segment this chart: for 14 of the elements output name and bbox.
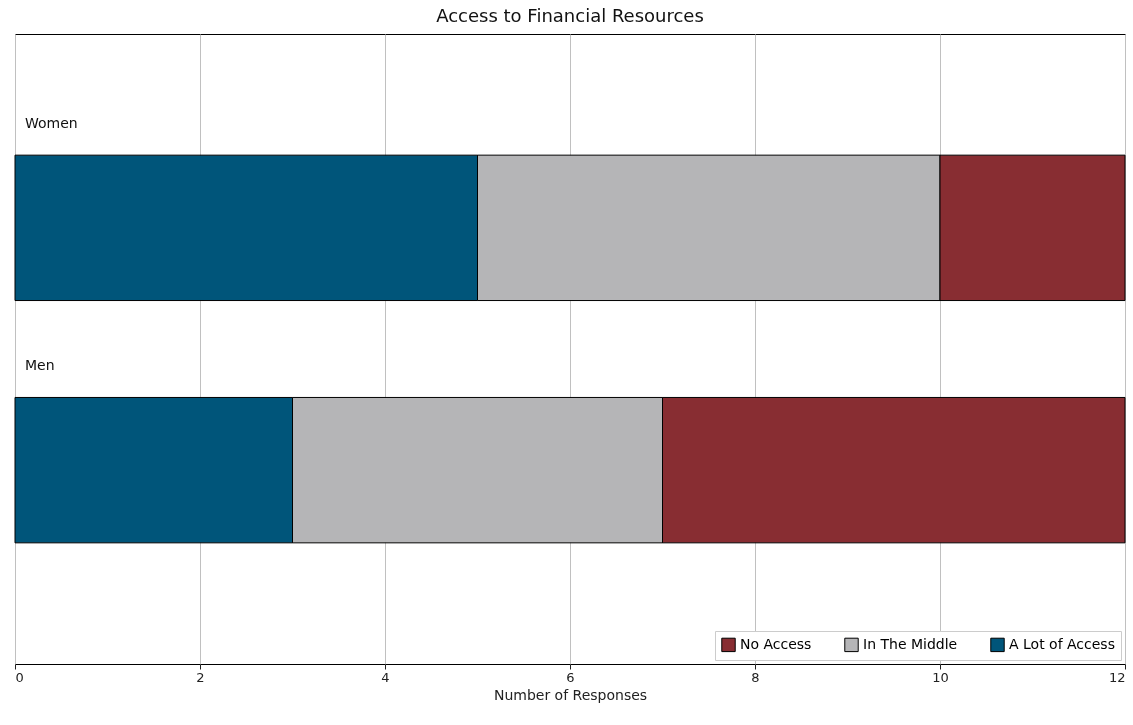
legend-label: A Lot of Access (1009, 635, 1115, 652)
y-tick-label: Men (25, 357, 55, 374)
x-tick-label: 4 (381, 669, 390, 685)
legend-label: In The Middle (863, 635, 958, 652)
chart-title: Access to Financial Resources (436, 5, 704, 26)
x-tick-label: 6 (566, 669, 575, 685)
x-tick-label: 2 (196, 669, 205, 685)
y-tick-label: Women (25, 115, 78, 132)
x-tick-label: 0 (15, 669, 24, 685)
x-tick-label: 12 (1108, 669, 1126, 685)
legend-label: No Access (740, 635, 812, 652)
x-axis-title: Number of Responses (493, 686, 648, 703)
x-tick-label: 10 (932, 669, 949, 685)
x-tick-label: 8 (751, 669, 760, 685)
